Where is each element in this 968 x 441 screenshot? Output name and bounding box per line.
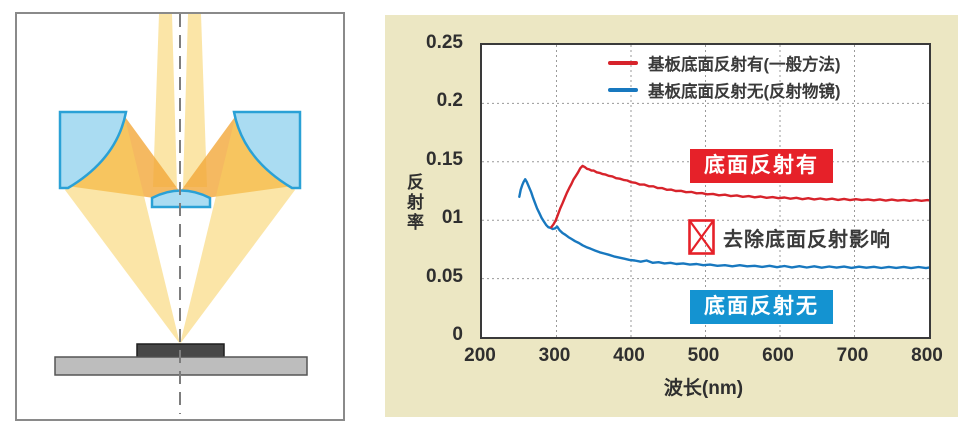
y-tick-label: 0.05 [426,265,463,287]
x-tick-label: 600 [762,345,794,366]
legend-item-with-reflection: 基板底面反射有(一般方法) [608,49,841,76]
primary-mirror-left [58,110,128,190]
secondary-mirror [150,189,212,209]
without-bottom-reflection-badge: 底面反射无 [690,290,833,324]
x-axis-ticks: 200 300 400 500 600 700 800 [464,345,943,369]
y-axis-ticks: 0.25 0.2 0.15 01 0.05 0 [385,32,473,345]
remove-reflection-note: 去除底面反射影响 [688,219,891,255]
x-tick-label: 800 [911,345,943,366]
crossed-box-icon [688,219,715,255]
y-tick-label: 01 [441,207,463,229]
x-tick-label: 500 [687,345,720,366]
primary-mirror-right [232,110,302,190]
y-tick-label: 0.15 [426,148,463,170]
legend-label: 基板底面反射无(反射物镜) [648,82,841,101]
y-axis-title: 反射率 [404,173,423,233]
x-tick-label: 700 [836,345,869,366]
reflectance-chart-panel: 反射率 0.25 0.2 0.15 01 0.05 0 基板底面反射有(一般方法) 基板底… [385,15,958,417]
blue-line-swatch [608,87,638,92]
focused-beam-left [65,118,180,344]
note-text: 去除底面反射影响 [723,228,891,251]
with-bottom-reflection-badge: 底面反射有 [690,149,833,183]
x-axis-title: 波长(nm) [663,378,744,399]
y-tick-label: 0.25 [426,32,463,53]
legend-item-without-reflection: 基板底面反射无(反射物镜) [608,76,841,103]
reflective-objective-diagram-panel [15,12,345,421]
reflective-objective-diagram [54,14,308,414]
red-line-swatch [608,60,638,65]
legend: 基板底面反射有(一般方法) 基板底面反射无(反射物镜) [608,49,841,103]
x-tick-label: 400 [613,345,645,366]
y-tick-label: 0 [452,324,463,345]
y-tick-label: 0.2 [436,90,463,112]
chart-canvas [482,45,929,337]
focused-beam-right [180,118,295,344]
incident-beam-right [183,14,207,187]
legend-label: 基板底面反射有(一般方法) [648,55,841,74]
plot-area: 基板底面反射有(一般方法) 基板底面反射无(反射物镜) 底面反射有 去除底面反射… [480,43,931,339]
incident-beam-left [153,14,177,187]
x-tick-label: 200 [464,345,496,366]
series-line [550,164,929,229]
series-line [518,178,929,270]
x-tick-label: 300 [538,345,571,366]
